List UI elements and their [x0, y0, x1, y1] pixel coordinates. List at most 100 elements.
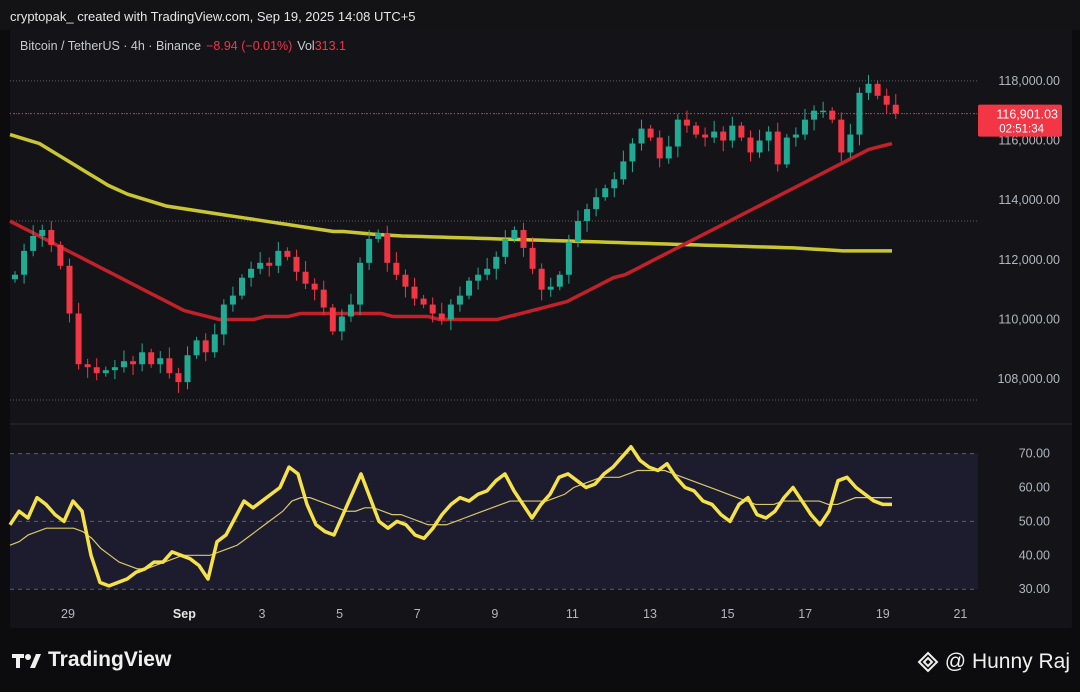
candle-body: [829, 110, 836, 120]
candle-body: [584, 209, 591, 222]
candle-body: [711, 131, 718, 138]
candle-body: [538, 268, 545, 290]
candle-body: [329, 307, 336, 332]
candle-body: [320, 289, 327, 308]
candle-body: [574, 221, 581, 242]
candle-body: [438, 313, 445, 320]
candle-body: [484, 268, 491, 275]
candle-body: [375, 232, 382, 239]
candle-body: [193, 340, 200, 356]
rsi-line: [8, 445, 892, 588]
binance-diamond-icon: [917, 651, 939, 673]
candle-body: [565, 241, 572, 275]
time-axis-tick-label: 13: [643, 607, 657, 621]
candle-body: [48, 230, 55, 245]
candle-body: [674, 119, 681, 147]
candle-body: [139, 352, 146, 365]
candle-body: [411, 286, 418, 299]
time-axis-tick-label: 7: [414, 607, 421, 621]
candle-body: [765, 131, 772, 141]
candle-body: [811, 110, 818, 120]
candle-body: [239, 277, 245, 296]
time-axis-tick-label: 15: [721, 607, 735, 621]
author-name: @ Hunny Raj: [944, 650, 1070, 673]
candle-body: [384, 232, 391, 263]
candle-body: [529, 247, 536, 269]
candle-body: [366, 238, 373, 263]
price-label-box: [978, 104, 1062, 137]
candle-body: [693, 125, 699, 135]
ma-50-line: [9, 141, 893, 322]
price-axis-tick-label: 110,000.00: [998, 312, 1060, 326]
symbol-label[interactable]: Bitcoin / TetherUS · 4h · Binance: [20, 39, 202, 53]
candle-body: [720, 131, 727, 141]
chart-svg[interactable]: 118,000.00 116,000.00 114,000.00 112,000.00…: [0, 0, 1080, 628]
symbol-legend: Bitcoin / TetherUS · 4h · Binance −8.94 …: [20, 39, 346, 53]
time-axis-tick-label: 19: [876, 607, 890, 621]
candle-body: [257, 262, 264, 269]
candle-body: [847, 134, 854, 153]
candle-body: [665, 146, 672, 159]
footer: [0, 628, 1080, 692]
rsi-axis-tick-label: 60.00: [1019, 480, 1050, 494]
watermark-bar: cryptopak_ created with TradingView.com,…: [0, 0, 1080, 30]
candle-body: [856, 92, 863, 135]
time-axis-tick-label: 9: [491, 607, 498, 621]
candle-body: [774, 131, 781, 165]
candle-body: [511, 230, 518, 239]
candle-body: [629, 143, 636, 162]
time-axis-tick-label: 17: [798, 607, 812, 621]
candle-body: [93, 367, 100, 374]
candle-body: [547, 286, 554, 290]
candle-body: [357, 262, 364, 305]
candle-body: [883, 95, 890, 105]
candle-body: [865, 83, 872, 93]
volume-value: 313.1: [314, 39, 346, 53]
volume-label: Vol: [297, 39, 315, 53]
candle-body: [248, 268, 255, 278]
candle-body: [520, 230, 527, 248]
candle-body: [30, 235, 37, 251]
candle-body: [783, 137, 790, 165]
time-axis-tick-label: 29: [61, 607, 75, 621]
candle-body: [311, 283, 318, 290]
candle-body: [57, 244, 64, 266]
candle-body: [66, 265, 73, 314]
candle-body: [502, 238, 509, 257]
candle-body: [738, 125, 745, 138]
candle-body: [683, 119, 690, 126]
time-axis-tick-label: 11: [566, 607, 579, 621]
candle-body: [756, 140, 763, 153]
tradingview-mark-icon: [12, 654, 41, 668]
price-change: −8.94 (−0.01%): [206, 39, 293, 53]
time-axis-tick-label: 21: [953, 607, 967, 621]
candle-body: [556, 274, 563, 287]
author-credit: @ Hunny Raj: [917, 650, 1070, 674]
candle-body: [429, 304, 436, 314]
candle-body: [747, 137, 754, 153]
candle-body: [120, 361, 127, 368]
candle-body: [702, 134, 709, 138]
tradingview-logo[interactable]: TradingView: [12, 648, 171, 672]
candle-body: [656, 137, 663, 159]
candle-body: [447, 304, 454, 320]
candle-body: [466, 280, 472, 296]
candle-body: [493, 256, 500, 269]
time-axis-tick-label: 3: [259, 607, 266, 621]
candle-body: [420, 298, 427, 305]
time-axis-tick-label: 5: [336, 607, 343, 621]
candle-body: [456, 295, 463, 305]
candle-body: [402, 274, 409, 287]
candle-body: [293, 256, 300, 272]
candle-body: [266, 262, 273, 266]
candle-body: [175, 373, 182, 383]
candle-body: [202, 340, 209, 353]
candle-body: [475, 274, 482, 281]
candle-body: [838, 119, 845, 153]
candle-body: [620, 161, 627, 180]
price-axis-tick-label: 118,000.00: [998, 74, 1060, 88]
candle-body: [647, 128, 654, 138]
price-axis-tick-label: 108,000.00: [997, 372, 1060, 386]
candle-body: [211, 334, 218, 353]
candle-body: [611, 179, 618, 189]
